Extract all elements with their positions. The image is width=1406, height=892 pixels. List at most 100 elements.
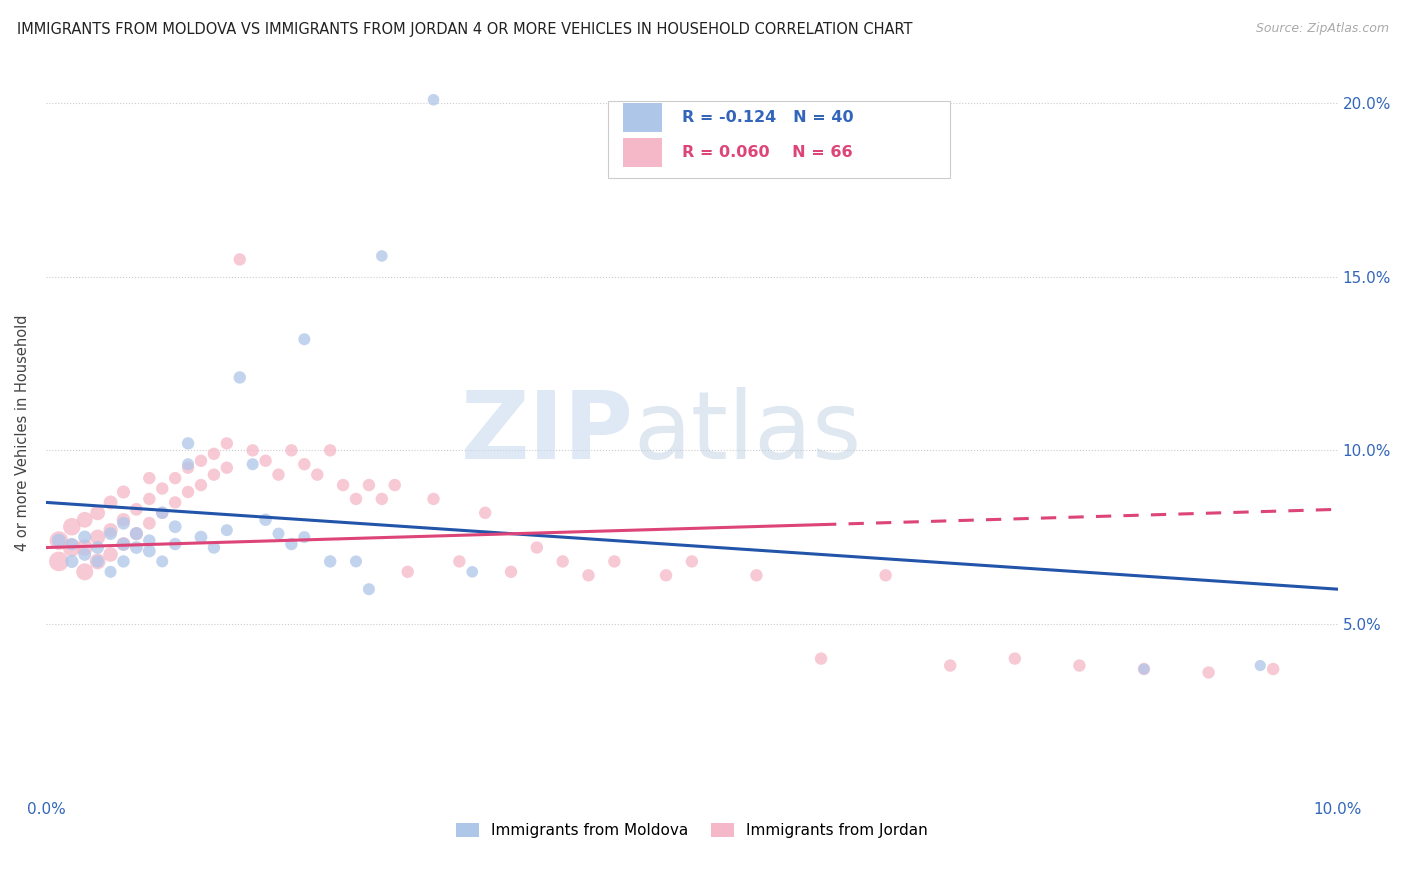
Point (202, 447, 225, 461)
Point (177, 436, 200, 450)
Text: ZIP: ZIP (461, 387, 634, 479)
Point (384, 478, 406, 492)
Point (100, 565, 122, 579)
Point (215, 436, 238, 450)
Point (603, 554, 626, 568)
Point (112, 485, 135, 500)
Point (138, 471, 160, 485)
Point (254, 454, 277, 468)
Point (73, 513, 96, 527)
Point (215, 523, 238, 537)
Point (190, 530, 212, 544)
Point (745, 568, 768, 582)
Point (292, 457, 315, 471)
Point (422, 93, 444, 107)
Point (165, 471, 187, 485)
Point (150, 554, 173, 568)
Text: R = 0.060    N = 66: R = 0.060 N = 66 (682, 145, 852, 160)
Point (138, 491, 160, 506)
Point (86, 541, 108, 555)
Point (177, 457, 200, 471)
Point (190, 454, 212, 468)
Point (60, 537, 83, 551)
Point (138, 544, 160, 558)
Point (112, 516, 135, 531)
Point (229, 370, 252, 384)
Point (60, 519, 83, 533)
Point (319, 443, 342, 458)
Point (138, 516, 160, 531)
Text: Source: ZipAtlas.com: Source: ZipAtlas.com (1256, 22, 1389, 36)
Point (280, 443, 302, 458)
Point (125, 526, 148, 541)
Point (125, 526, 148, 541)
Point (190, 478, 212, 492)
Point (655, 568, 678, 582)
Point (165, 519, 187, 533)
Text: IMMIGRANTS FROM MOLDOVA VS IMMIGRANTS FROM JORDAN 4 OR MORE VEHICLES IN HOUSEHOL: IMMIGRANTS FROM MOLDOVA VS IMMIGRANTS FR… (17, 22, 912, 37)
Point (1263, 662, 1285, 676)
Point (1069, 658, 1091, 673)
Point (526, 541, 548, 555)
Point (73, 548, 96, 562)
Point (202, 467, 225, 482)
Point (307, 467, 329, 482)
Point (242, 443, 264, 458)
Point (202, 541, 225, 555)
Point (112, 537, 135, 551)
Point (422, 491, 444, 506)
Point (578, 568, 600, 582)
Point (280, 537, 302, 551)
Point (150, 506, 173, 520)
Point (73, 530, 96, 544)
Point (332, 478, 354, 492)
Point (267, 467, 290, 482)
Point (100, 526, 122, 541)
Point (48, 533, 70, 548)
Point (48, 554, 70, 568)
Point (254, 513, 277, 527)
Point (461, 565, 484, 579)
Point (344, 491, 367, 506)
Text: R = -0.124   N = 40: R = -0.124 N = 40 (682, 110, 853, 125)
Point (1133, 662, 1156, 676)
Point (112, 537, 135, 551)
Point (396, 565, 419, 579)
Point (551, 554, 574, 568)
Point (86, 506, 108, 520)
Point (242, 457, 264, 471)
Point (499, 565, 522, 579)
Point (215, 460, 238, 475)
Point (449, 554, 471, 568)
Point (810, 651, 832, 665)
Point (177, 485, 200, 500)
Point (681, 554, 703, 568)
Point (150, 482, 173, 496)
Point (292, 530, 315, 544)
Point (1004, 651, 1026, 665)
Point (875, 568, 897, 582)
FancyBboxPatch shape (607, 102, 950, 178)
Point (86, 554, 108, 568)
Point (138, 533, 160, 548)
Point (939, 658, 962, 673)
Point (371, 249, 394, 263)
Point (100, 523, 122, 537)
Point (1133, 662, 1156, 676)
Point (1249, 658, 1271, 673)
Point (73, 565, 96, 579)
Point (86, 554, 108, 568)
FancyBboxPatch shape (623, 103, 662, 132)
FancyBboxPatch shape (623, 137, 662, 167)
Text: atlas: atlas (634, 387, 862, 479)
Point (100, 548, 122, 562)
Point (1198, 665, 1220, 680)
Point (60, 554, 83, 568)
Y-axis label: 4 or more Vehicles in Household: 4 or more Vehicles in Household (15, 315, 30, 551)
Legend: Immigrants from Moldova, Immigrants from Jordan: Immigrants from Moldova, Immigrants from… (450, 817, 934, 845)
Point (125, 541, 148, 555)
Point (371, 491, 394, 506)
Point (357, 478, 380, 492)
Point (165, 495, 187, 509)
Point (48, 533, 70, 548)
